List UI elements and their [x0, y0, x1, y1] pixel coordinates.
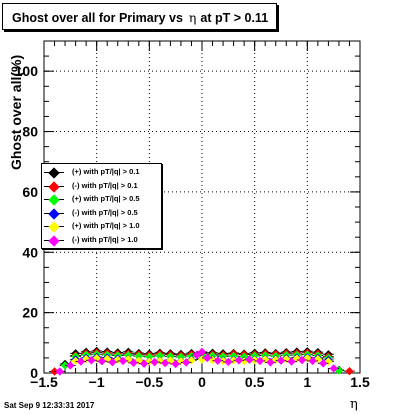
data-point: [213, 356, 222, 365]
chart-title-part2: at pT > 0.11: [200, 11, 269, 25]
x-axis-label: η: [350, 397, 358, 412]
legend-entry: (+) with pT/|q| > 0.5: [42, 193, 163, 206]
data-point: [171, 359, 180, 369]
data-point: [276, 356, 286, 365]
legend-label: (-) with pT/|q| > 0.5: [72, 207, 138, 217]
data-point: [55, 367, 64, 376]
data-point: [224, 357, 233, 367]
y-tick-label: 0: [30, 365, 38, 381]
x-tick-label: −1: [89, 374, 105, 390]
data-point: [160, 358, 170, 368]
data-point: [197, 355, 207, 364]
data-point: [134, 351, 143, 361]
data-point: [108, 357, 117, 367]
x-tick-label: 0.5: [245, 374, 265, 390]
data-points: [49, 346, 355, 376]
y-tick-label: 100: [15, 63, 39, 79]
data-point: [129, 358, 138, 367]
data-point: [71, 356, 80, 366]
data-point: [287, 357, 296, 366]
legend-marker: [48, 221, 60, 233]
data-point: [155, 351, 165, 360]
data-point: [197, 347, 207, 357]
data-point: [97, 357, 107, 366]
chart-title: Ghost over all for Primary vs η at pT > 0.…: [12, 10, 268, 25]
data-point: [308, 356, 317, 366]
y-tick-label: 60: [22, 184, 38, 200]
axis-tick-labels: −1.5 −1 −0.5 0 0.5 1 1.5 0 20 40 60 80 100: [15, 63, 370, 390]
data-point: [239, 357, 249, 366]
legend-marker: [48, 194, 60, 206]
data-point: [139, 359, 149, 368]
data-point: [182, 358, 191, 367]
legend-marker: [48, 234, 60, 247]
data-point: [87, 356, 96, 365]
legend-label: (+) with pT/|q| > 0.5: [72, 194, 140, 203]
legend-entry: (-) with pT/|q| > 0.5: [42, 207, 163, 220]
data-point: [150, 357, 159, 367]
data-point: [66, 361, 75, 370]
legend-entry: (-) with pT/|q| > 1.0: [42, 234, 163, 247]
data-point: [329, 364, 338, 373]
data-point: [76, 357, 86, 366]
data-point: [255, 356, 265, 366]
chart-title-part1: Ghost over all for Primary vs: [12, 11, 183, 25]
x-tick-label: −0.5: [136, 374, 164, 390]
data-point: [118, 356, 128, 366]
legend: (+) with pT/|q| > 0.1 (-) with pT/|q| > …: [41, 163, 162, 249]
legend-marker: [48, 180, 60, 193]
legend-label: (+) with pT/|q| > 1.0: [72, 221, 140, 230]
legend-label: (-) with pT/|q| > 1.0: [72, 234, 138, 244]
legend-entry: (-) with pT/|q| > 0.1: [42, 180, 163, 193]
data-point: [145, 352, 154, 361]
legend-marker: [48, 167, 60, 179]
chart-title-eta: η: [188, 10, 197, 25]
data-point: [266, 358, 275, 367]
data-point: [234, 356, 244, 365]
footer-timestamp: Sat Sep 9 12:33:31 2017: [4, 401, 95, 410]
y-axis-label: Ghost over all(%): [8, 54, 24, 170]
y-tick-label: 20: [22, 305, 38, 321]
x-tick-label: 1.5: [350, 374, 370, 390]
legend-entry: (+) with pT/|q| > 0.1: [42, 166, 163, 179]
data-point: [318, 359, 328, 368]
legend-entry: (+) with pT/|q| > 1.0: [42, 220, 163, 233]
data-point: [245, 355, 254, 364]
y-tick-label: 80: [22, 124, 38, 140]
x-tick-label: 0: [198, 374, 206, 390]
y-tick-label: 40: [22, 244, 38, 260]
data-point: [297, 355, 307, 365]
legend-label: (+) with pT/|q| > 0.1: [72, 167, 140, 176]
x-tick-label: 1: [303, 374, 311, 390]
legend-label: (-) with pT/|q| > 0.1: [72, 180, 138, 190]
x-tick-label: −1.5: [30, 374, 58, 390]
legend-marker: [48, 207, 60, 220]
data-point: [345, 366, 354, 376]
chart-title-box: Ghost over all for Primary vs η at pT > 0.…: [2, 3, 277, 30]
data-point: [203, 353, 212, 363]
